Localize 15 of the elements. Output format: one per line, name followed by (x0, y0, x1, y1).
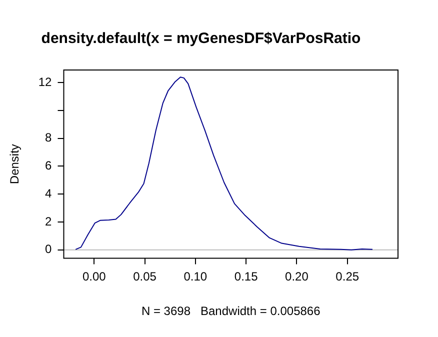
chart-title: density.default(x = myGenesDF$VarPosRatio (41, 30, 361, 48)
y-tick-label: 8 (45, 130, 52, 145)
x-tick-label: 0.25 (336, 270, 360, 284)
x-tick-label: 0.10 (184, 270, 208, 284)
y-tick-label: 2 (45, 214, 52, 228)
x-tick-label: 0.15 (234, 270, 258, 284)
y-tick-label: 6 (45, 158, 52, 173)
x-tick-label: 0.00 (82, 270, 106, 284)
y-tick-label: 4 (45, 186, 52, 200)
y-axis-title: Density (8, 144, 22, 184)
y-tick-label: 12 (38, 74, 52, 89)
x-tick-label: 0.20 (285, 270, 309, 284)
y-tick-label: 0 (45, 242, 52, 256)
x-tick-label: 0.05 (133, 270, 157, 284)
x-axis-title: N = 3698 Bandwidth = 0.005866 (141, 304, 321, 318)
